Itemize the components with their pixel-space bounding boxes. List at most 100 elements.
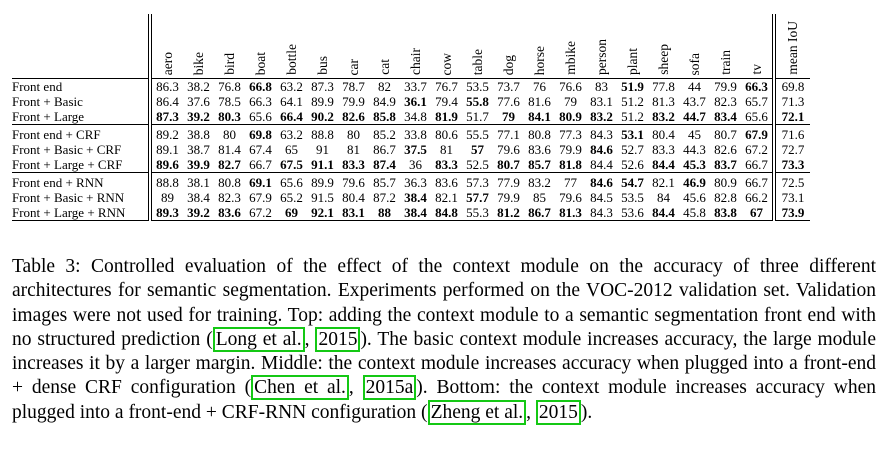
value-cell: 34.8 — [400, 109, 431, 125]
method-name-cell: Front + Large + CRF — [12, 157, 150, 173]
value-cell: 55.3 — [462, 205, 493, 221]
value-cell: 79 — [493, 109, 524, 125]
value-cell: 87.3 — [148, 109, 183, 125]
value-cell: 83.4 — [710, 109, 741, 125]
value-cell: 81.3 — [555, 205, 586, 221]
citation-author[interactable]: Long et al. — [215, 328, 302, 350]
value-cell: 78.7 — [342, 78, 365, 94]
value-cell: 44.7 — [679, 109, 710, 125]
value-cell: 84.4 — [648, 157, 679, 173]
value-cell: 81 — [440, 141, 453, 157]
value-cell: 72.7 — [772, 142, 810, 157]
value-cell: 84 — [657, 189, 670, 205]
value-cell: 81.2 — [493, 205, 524, 221]
column-header: bird — [214, 14, 245, 79]
value-cell: 36.1 — [404, 93, 427, 109]
column-header-label: aero — [159, 51, 175, 75]
value-cell: 82.3 — [218, 189, 241, 205]
citation-year[interactable]: 2015 — [538, 401, 578, 423]
table-body: Front end 86.3 38.2 76.8 66.8 63.2 87.3 78.7 82 3… — [12, 78, 810, 221]
value-cell: 73.3 — [772, 157, 810, 173]
value-cell: 38.1 — [187, 174, 210, 190]
citation-link-chen-2015a[interactable]: Chen et al. — [251, 375, 349, 401]
citation-author[interactable]: Chen et al. — [254, 377, 346, 399]
column-header: chair — [400, 14, 431, 79]
value-cell: 67.4 — [249, 141, 272, 157]
value-cell: 83.3 — [652, 141, 675, 157]
value-cell: 88.8 — [148, 172, 183, 190]
value-cell: 37.6 — [187, 93, 210, 109]
value-cell: 39.2 — [183, 205, 214, 221]
value-cell: 91.1 — [307, 157, 338, 173]
value-cell: 79.9 — [559, 141, 582, 157]
value-cell: 83.6 — [214, 205, 245, 221]
value-cell: 83.1 — [338, 205, 369, 221]
citation-separator: , — [526, 401, 536, 423]
value-cell: 69.8 — [249, 126, 272, 142]
column-header-label: sofa — [686, 52, 702, 76]
value-cell: 80.3 — [214, 109, 245, 125]
value-cell: 80 — [223, 126, 236, 142]
citation-year[interactable]: 2015 — [318, 328, 358, 350]
value-cell: 82.1 — [652, 174, 675, 190]
value-cell: 83.8 — [710, 205, 741, 221]
column-header-label: bird — [221, 53, 237, 75]
citation-link-zheng-2015[interactable]: Zheng et al. — [427, 399, 527, 425]
column-header: bike — [183, 14, 214, 79]
value-cell: 55.5 — [466, 126, 489, 142]
citation-year-link-zheng-2015[interactable]: 2015 — [535, 399, 581, 425]
value-cell: 65.6 — [741, 109, 774, 125]
method-name-cell: Front end — [12, 78, 63, 94]
value-cell: 38.4 — [400, 205, 431, 221]
column-header: bus — [307, 14, 338, 79]
value-cell: 46.9 — [683, 174, 706, 190]
value-cell: 53.5 — [621, 189, 644, 205]
value-cell: 82.6 — [714, 141, 737, 157]
value-cell: 76.7 — [435, 78, 458, 94]
value-cell: 64.1 — [280, 93, 303, 109]
value-cell: 80.4 — [652, 126, 675, 142]
value-cell: 37.5 — [404, 141, 427, 157]
citation-year-link-chen-2015a[interactable]: 2015a — [362, 375, 417, 401]
table-header-row: aero bike bird boat bottle bus car cat chair cow t… — [12, 14, 810, 79]
value-cell: 88.8 — [311, 126, 334, 142]
value-cell: 76.8 — [218, 78, 241, 94]
value-cell: 66.3 — [249, 93, 272, 109]
value-cell: 39.9 — [183, 157, 214, 173]
value-cell: 91.5 — [311, 189, 334, 205]
citation-link-long-2015[interactable]: Long et al. — [212, 326, 305, 352]
citation-separator: , — [304, 328, 316, 350]
value-cell: 86.7 — [373, 141, 396, 157]
value-cell: 38.4 — [404, 189, 427, 205]
table-row: Front end + CRF 89.2 38.8 80 69.8 63.2 88.8 80 8… — [12, 124, 810, 142]
value-cell: 79.9 — [342, 93, 365, 109]
value-cell: 80.7 — [714, 126, 737, 142]
column-header-label: dog — [500, 54, 516, 75]
column-header-label: sheep — [655, 44, 671, 75]
column-header-label: tv — [748, 64, 764, 75]
citation-separator: , — [348, 377, 363, 399]
value-cell: 91 — [316, 141, 329, 157]
value-cell: 80.6 — [435, 126, 458, 142]
column-header: sheep — [648, 14, 679, 79]
column-header-label: cow — [438, 52, 454, 76]
value-cell: 83.2 — [528, 174, 551, 190]
value-cell: 84.5 — [590, 189, 613, 205]
value-cell: 44 — [688, 78, 701, 94]
value-cell: 44.3 — [683, 141, 706, 157]
column-header: cow — [431, 14, 462, 79]
value-cell: 92.1 — [307, 205, 338, 221]
value-cell: 77.9 — [497, 174, 520, 190]
value-cell: 82.6 — [338, 109, 369, 125]
column-header: train — [710, 14, 741, 79]
method-name-cell: Front + Basic — [12, 93, 83, 109]
value-cell: 79.6 — [342, 174, 365, 190]
value-cell: 54.7 — [621, 174, 644, 190]
citation-year-link-long-2015[interactable]: 2015 — [315, 326, 361, 352]
citation-author[interactable]: Zheng et al. — [430, 401, 524, 423]
column-header-label: mean IoU — [785, 21, 800, 75]
table-row: Front + Basic + CRF 89.1 38.7 81.4 67.4 65 91 8… — [12, 142, 810, 157]
value-cell: 77.1 — [497, 126, 520, 142]
citation-year[interactable]: 2015a — [365, 377, 414, 399]
value-cell: 84.4 — [648, 205, 679, 221]
